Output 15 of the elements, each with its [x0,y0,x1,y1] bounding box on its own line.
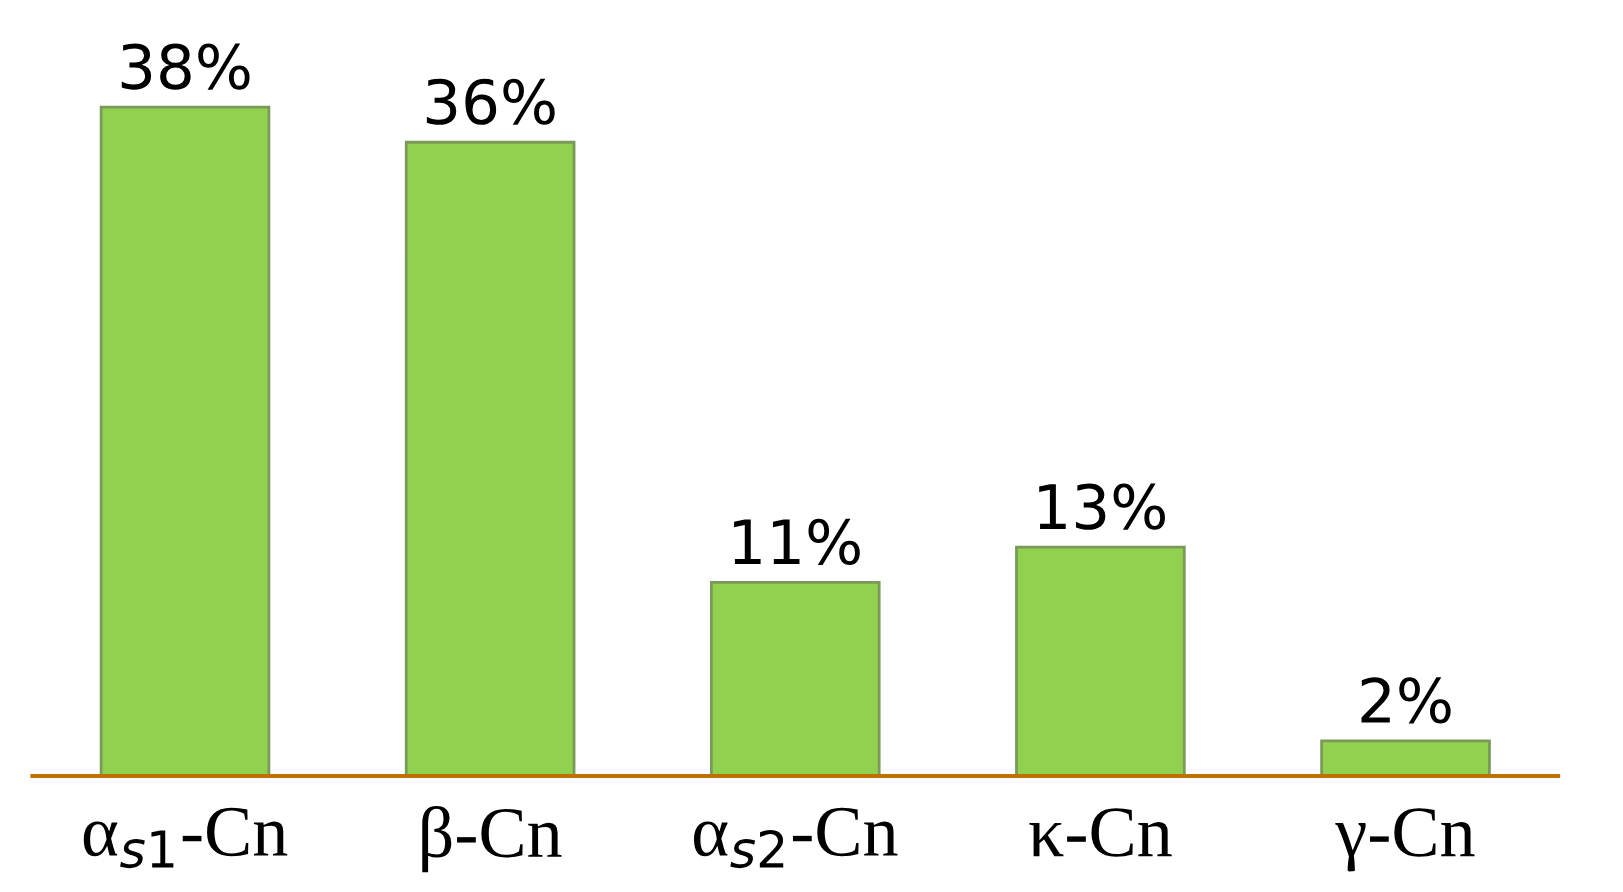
data-label: 2% [1361,677,1451,724]
data-label: 36% [426,78,555,125]
x-tick-label: α$_{s1}$-Cn [83,807,288,869]
bar [1320,739,1491,777]
bar [1015,545,1186,777]
data-label: 11% [734,518,860,565]
bar [99,105,271,777]
bar [404,140,576,777]
data-label: 13% [1039,483,1165,530]
x-tick-label: β-Cn [422,806,562,873]
data-label: 38% [121,43,250,90]
x-tick-label: κ-Cn [1029,808,1172,857]
bar [709,580,881,777]
x-tick-label: α$_{s2}$-Cn [694,807,898,869]
x-tick-label: γ-Cn [1335,808,1475,872]
